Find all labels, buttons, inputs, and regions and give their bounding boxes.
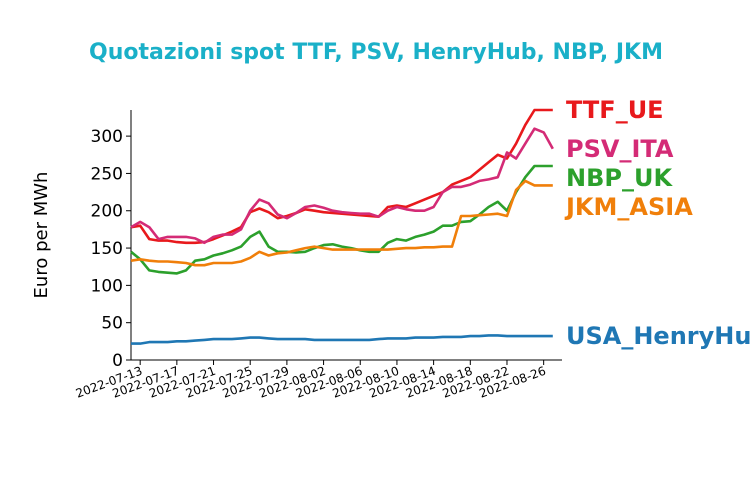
series-line-usa-henryhub <box>131 334 553 345</box>
end-label-psv-ita: PSV_ITA <box>566 135 674 163</box>
end-label-ttf-ue: TTF_UE <box>566 96 664 124</box>
end-label-jkm-asia: JKM_ASIA <box>564 193 693 221</box>
series-line-ttf-ue <box>130 108 553 245</box>
end-label-nbp-uk: NBP_UK <box>566 164 673 192</box>
y-tick-label: 250 <box>91 164 123 184</box>
y-tick-label: 200 <box>91 202 123 222</box>
x-axis: 2022-07-132022-07-172022-07-212022-07-25… <box>74 359 562 401</box>
y-tick-label: 300 <box>91 127 123 147</box>
series-lines <box>130 108 554 345</box>
y-tick-label: 150 <box>91 239 123 259</box>
series-line-psv-ita <box>130 127 554 245</box>
y-tick-label: 100 <box>91 276 123 296</box>
series-line-jkm-asia <box>130 179 553 267</box>
end-label-usa-henryhub: USA_HenryHub <box>566 322 752 350</box>
y-axis: 0 50 100 150 200 250 300 <box>91 110 132 371</box>
y-tick-label: 50 <box>101 314 123 334</box>
series-line-nbp-uk <box>130 164 553 275</box>
chart-title: Quotazioni spot TTF, PSV, HenryHub, NBP,… <box>89 40 663 65</box>
y-tick-label: 0 <box>112 351 123 371</box>
y-axis-label: Euro per MWh <box>31 172 52 299</box>
